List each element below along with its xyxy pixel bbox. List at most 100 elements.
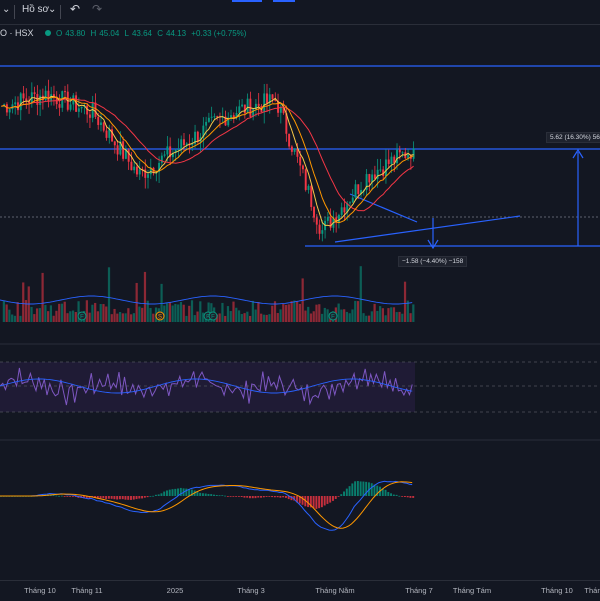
volume-bar: [406, 300, 409, 322]
macd-histogram-bar: [85, 496, 88, 499]
candle-body: [307, 185, 310, 190]
macd-histogram-bar: [287, 496, 290, 500]
volume-bar: [218, 313, 221, 322]
symbol-label[interactable]: O · HSX: [0, 28, 34, 38]
candle-body: [169, 146, 172, 158]
candle-body: [285, 113, 288, 134]
macd-histogram-bar: [190, 489, 193, 496]
volume-bar: [390, 307, 393, 322]
candle-body: [44, 90, 47, 101]
chevron-down-icon[interactable]: ⌄: [2, 4, 11, 15]
macd-histogram-bar: [218, 495, 221, 497]
macd-histogram-bar: [152, 495, 155, 497]
profile-chevron-icon[interactable]: ⌄: [48, 4, 57, 15]
macd-histogram-bar: [257, 496, 260, 498]
volume-bar: [273, 301, 277, 322]
down-measure-arrow: [427, 239, 439, 250]
macd-histogram-bar: [365, 481, 368, 496]
open-value: 43.80: [65, 29, 86, 38]
undo-icon[interactable]: ↶: [70, 2, 81, 16]
candle-body: [108, 129, 111, 138]
macd-histogram-bar: [315, 496, 318, 509]
candle-body: [130, 161, 133, 171]
volume-bar: [412, 304, 415, 322]
candle-body: [390, 156, 393, 164]
volume-bar: [348, 313, 351, 322]
volume-bar: [30, 306, 33, 322]
candle-body: [396, 149, 398, 164]
profile-menu[interactable]: Hồ sơ: [22, 4, 50, 15]
macd-histogram-bar: [138, 496, 141, 499]
macd-histogram-bar: [384, 489, 387, 496]
volume-bar: [373, 303, 376, 322]
macd-histogram-bar: [235, 496, 238, 497]
volume-ma-line: [0, 295, 413, 305]
volume-bar: [196, 311, 199, 322]
volume-bar: [379, 306, 382, 322]
macd-histogram-bar: [221, 495, 224, 497]
rsi-ma-line: [0, 378, 413, 394]
candle-body: [196, 131, 199, 143]
volume-bar: [127, 308, 130, 322]
candle-body: [88, 114, 91, 118]
candle-body: [127, 149, 130, 162]
volume-bar: [362, 313, 365, 322]
drawings-layer[interactable]: [0, 65, 600, 250]
volume-bar: [276, 313, 279, 322]
triangle-upper-line: [349, 193, 418, 223]
candle-body: [39, 95, 42, 105]
volume-bar: [229, 311, 232, 322]
candle-body: [365, 174, 368, 190]
macd-histogram-bar: [124, 496, 127, 500]
candle-body: [207, 117, 210, 122]
volume-bar: [262, 314, 266, 322]
x-tick-label: Tháng 3: [237, 586, 265, 595]
macd-histogram-bar: [213, 494, 215, 496]
time-axis[interactable]: Tháng 10 Tháng 11 2025 Tháng 3 Tháng Năm…: [0, 580, 600, 601]
volume-bar: [74, 312, 77, 322]
volume-bar: [166, 303, 169, 322]
macd-histogram-bar: [102, 496, 105, 499]
volume-bar: [143, 271, 147, 322]
rsi-line: [0, 367, 413, 406]
down-measure-label[interactable]: −1.58 (−4.40%) −158: [398, 256, 468, 267]
volume-bar: [22, 282, 25, 322]
macd-histogram-bar: [199, 492, 202, 496]
candle-body: [299, 156, 302, 166]
macd-histogram-bar: [309, 496, 312, 508]
volume-bar: [11, 314, 14, 322]
x-tick-label: Tháng Tám: [452, 586, 492, 595]
redo-icon[interactable]: ↷: [92, 2, 103, 16]
volume-bar: [240, 314, 243, 322]
macd-histogram-bar: [312, 496, 315, 509]
candle-body: [296, 148, 299, 157]
volume-bar: [113, 308, 116, 322]
volume-bar: [235, 307, 238, 322]
volume-bar: [88, 312, 91, 322]
volume-bar: [66, 313, 69, 322]
candle-body: [213, 116, 216, 118]
volume-bar: [91, 304, 94, 322]
volume-bar: [345, 311, 349, 322]
macd-histogram-bar: [107, 496, 110, 499]
candle-body: [11, 104, 14, 110]
macd-histogram-bar: [251, 496, 254, 499]
event-marker: [155, 311, 165, 321]
low-value: 43.64: [131, 29, 153, 38]
volume-bar: [171, 305, 174, 322]
candle-body: [19, 93, 22, 111]
macd-histogram-bar: [116, 496, 119, 500]
candle-body: [52, 94, 55, 97]
event-marker: [77, 311, 87, 321]
up-measure-label[interactable]: 5.62 (16.30%) 56: [546, 132, 600, 143]
macd-histogram-bar: [381, 488, 384, 496]
volume-bar: [52, 315, 55, 322]
macd-histogram-bar: [146, 496, 149, 498]
volume-bar: [304, 310, 307, 322]
candle-body: [230, 115, 232, 118]
candle-body: [77, 108, 80, 112]
volume-bar: [188, 305, 191, 322]
macd-histogram-bar: [284, 496, 287, 498]
macd-histogram-bar: [154, 494, 157, 496]
